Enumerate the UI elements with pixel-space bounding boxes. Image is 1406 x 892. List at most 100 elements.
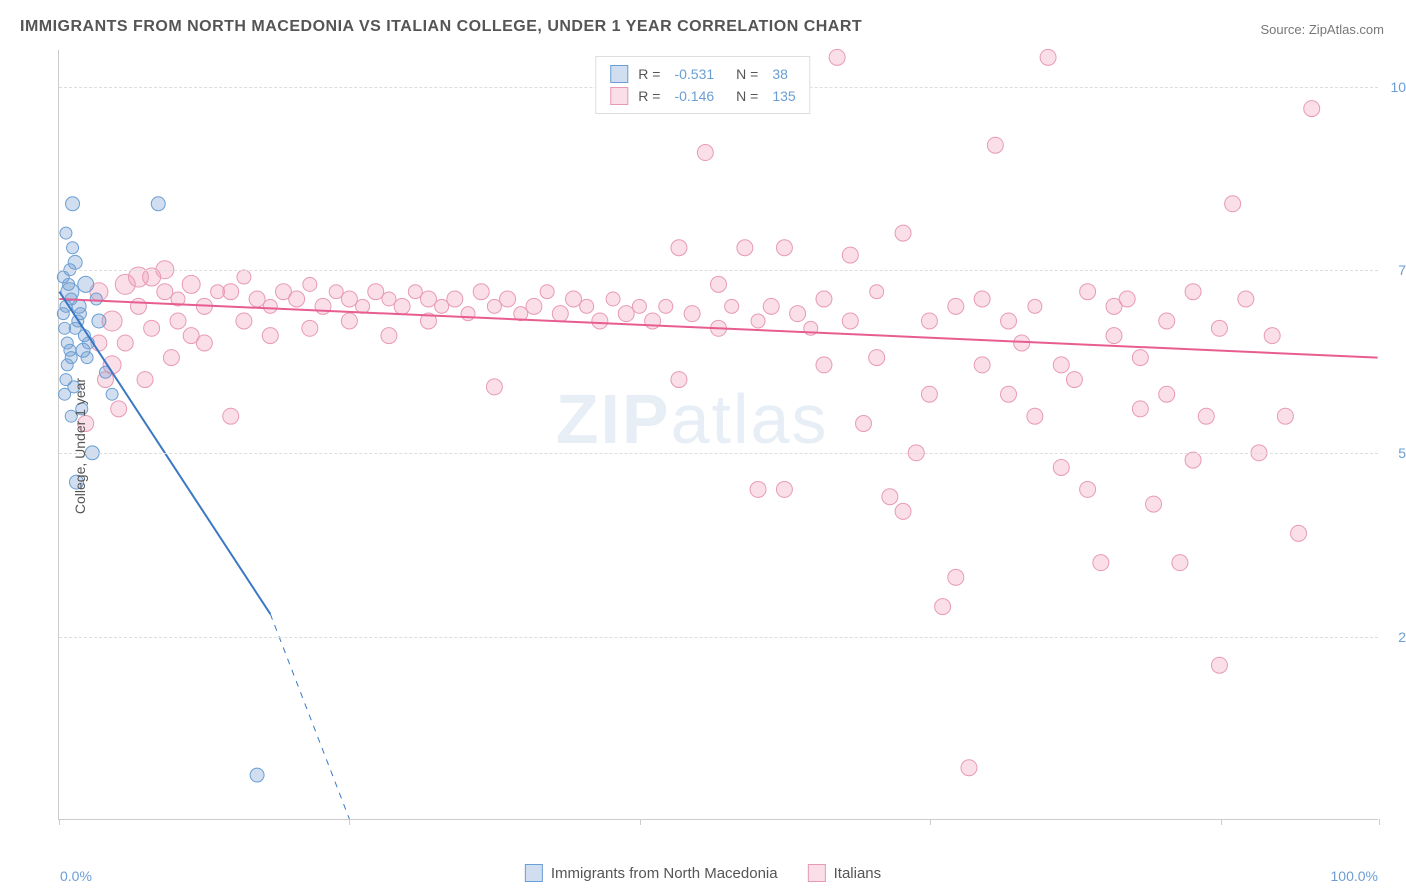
scatter-point [157,284,173,300]
scatter-point [236,313,252,329]
legend-series-label: Italians [834,865,882,882]
scatter-point [163,350,179,366]
scatter-point [829,49,845,65]
scatter-svg [59,50,1378,819]
source-attribution: Source: ZipAtlas.com [1260,22,1384,37]
scatter-point [540,285,554,299]
scatter-point [1053,357,1069,373]
scatter-point [1238,291,1254,307]
scatter-point [81,352,93,364]
scatter-point [223,408,239,424]
legend-series: Immigrants from North MacedoniaItalians [525,864,881,882]
scatter-point [59,388,71,400]
scatter-point [170,313,186,329]
scatter-point [341,291,357,307]
scatter-point [1277,408,1293,424]
scatter-point [1159,386,1175,402]
legend-swatch [610,87,628,105]
scatter-point [130,298,146,314]
xtick [640,819,641,825]
scatter-point [78,276,94,292]
scatter-point [1132,401,1148,417]
x-label-left: 0.0% [60,868,92,884]
xtick [1379,819,1380,825]
scatter-point [842,313,858,329]
scatter-point [751,314,765,328]
scatter-point [303,277,317,291]
scatter-point [750,481,766,497]
scatter-point [921,313,937,329]
scatter-point [592,313,608,329]
scatter-point [776,240,792,256]
n-label: N = [736,88,758,104]
scatter-point [816,357,832,373]
scatter-point [500,291,516,307]
legend-swatch [808,864,826,882]
scatter-point [1146,496,1162,512]
n-value: 38 [772,66,788,82]
scatter-point [776,481,792,497]
scatter-point [1040,49,1056,65]
scatter-point [618,306,634,322]
n-value: 135 [772,88,795,104]
scatter-point [921,386,937,402]
xtick [349,819,350,825]
scatter-point [57,308,69,320]
scatter-point [1291,525,1307,541]
source-name: ZipAtlas.com [1309,22,1384,37]
scatter-point [1001,313,1017,329]
scatter-point [1264,328,1280,344]
gridline [59,270,1378,271]
scatter-point [1106,328,1122,344]
scatter-point [816,291,832,307]
scatter-point [1198,408,1214,424]
scatter-point [987,137,1003,153]
scatter-point [381,328,397,344]
scatter-point [1027,408,1043,424]
scatter-point [196,335,212,351]
scatter-point [69,322,81,334]
scatter-point [711,276,727,292]
r-label: R = [638,66,660,82]
scatter-point [66,197,80,211]
scatter-point [974,291,990,307]
scatter-point [262,328,278,344]
scatter-point [65,352,77,364]
ytick-label: 75.0% [1383,262,1406,278]
scatter-point [895,225,911,241]
ytick-label: 25.0% [1383,629,1406,645]
scatter-point [565,291,581,307]
scatter-point [117,335,133,351]
plot-area: ZIPatlas 25.0%50.0%75.0%100.0% [58,50,1378,820]
scatter-point [606,292,620,306]
scatter-point [1211,657,1227,673]
scatter-point [895,503,911,519]
scatter-point [289,291,305,307]
scatter-point [882,489,898,505]
scatter-point [671,372,687,388]
scatter-point [368,284,384,300]
scatter-point [935,599,951,615]
scatter-point [263,299,277,313]
scatter-point [90,293,102,305]
scatter-point [435,299,449,313]
scatter-point [1106,298,1122,314]
scatter-point [790,306,806,322]
scatter-point [182,275,200,293]
scatter-point [856,416,872,432]
scatter-point [92,314,106,328]
legend-stats-box: R =-0.531N =38R =-0.146N =135 [595,56,810,114]
scatter-point [60,227,72,239]
legend-swatch [610,65,628,83]
scatter-point [948,569,964,585]
gridline [59,453,1378,454]
scatter-point [341,313,357,329]
y-axis-label: College, Under 1 year [72,378,88,514]
xtick [930,819,931,825]
scatter-point [580,299,594,313]
scatter-point [697,145,713,161]
scatter-point [473,284,489,300]
legend-series-item: Italians [808,864,882,882]
scatter-point [447,291,463,307]
scatter-point [144,320,160,336]
